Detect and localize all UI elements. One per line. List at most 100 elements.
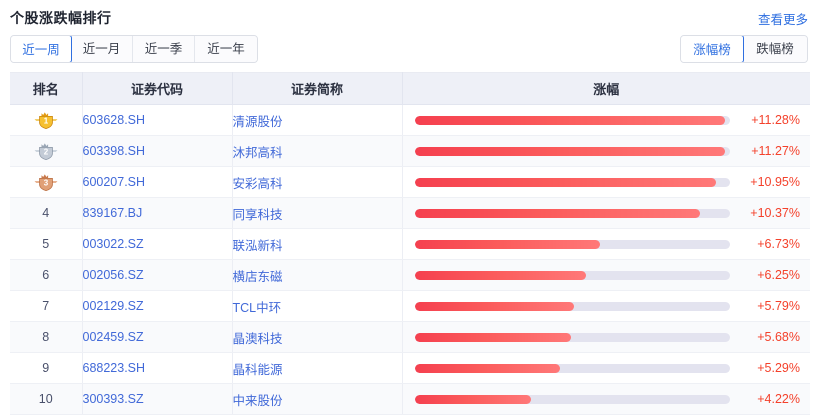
change-bar-track	[414, 332, 730, 342]
change-value: +6.73%	[757, 237, 800, 251]
control-bar: 近一周 近一月 近一季 近一年 涨幅榜 跌幅榜	[0, 32, 820, 66]
change-bar-track	[414, 239, 730, 249]
change-bar-track	[414, 394, 730, 404]
cell-security-name[interactable]: 中来股份	[232, 383, 403, 415]
change-bar-track	[414, 177, 730, 187]
change-bar-wrapper: +5.29%	[403, 353, 811, 383]
silver-medal-icon: 2	[33, 141, 59, 161]
gold-medal-icon: 1	[33, 110, 59, 130]
cell-rank: 2	[10, 135, 83, 167]
cell-security-code[interactable]: 600207.SH	[82, 166, 233, 198]
cell-security-code[interactable]: 003022.SZ	[82, 228, 233, 260]
change-value: +5.79%	[757, 299, 800, 313]
change-bar-fill	[414, 270, 587, 280]
rank-direction-tab-group[interactable]: 涨幅榜 跌幅榜	[680, 35, 808, 63]
bronze-medal-icon: 3	[33, 172, 59, 192]
period-tab-0[interactable]: 近一周	[11, 36, 72, 62]
cell-security-name[interactable]: 晶澳科技	[232, 321, 403, 353]
period-tab-group[interactable]: 近一周 近一月 近一季 近一年	[10, 35, 258, 63]
change-bar-wrapper: +10.37%	[403, 198, 811, 228]
change-bar-fill	[414, 177, 716, 187]
table-body: 1 603628.SH 清源股份 +11.28% 2 603398.SH 沐邦高科 +1…	[10, 104, 811, 415]
table-row[interactable]: 3 600207.SH 安彩高科 +10.95%	[10, 166, 811, 198]
change-value: +11.28%	[751, 113, 800, 127]
change-bar-wrapper: +4.22%	[403, 384, 811, 414]
change-value: +5.29%	[757, 361, 800, 375]
cell-rank: 7	[10, 290, 83, 322]
cell-security-code[interactable]: 603398.SH	[82, 135, 233, 167]
change-bar-fill	[414, 301, 574, 311]
period-tab-2[interactable]: 近一季	[133, 36, 195, 62]
change-value: +6.25%	[757, 268, 800, 282]
change-bar-fill	[414, 332, 571, 342]
cell-security-name[interactable]: 联泓新科	[232, 228, 403, 260]
cell-change: +11.28%	[402, 104, 810, 136]
change-bar-track	[414, 363, 730, 373]
cell-change: +10.95%	[402, 166, 811, 198]
table-row[interactable]: 1 603628.SH 清源股份 +11.28%	[10, 104, 810, 136]
svg-text:2: 2	[44, 148, 49, 157]
svg-text:1: 1	[44, 117, 49, 126]
period-tab-1[interactable]: 近一月	[71, 36, 133, 62]
cell-rank: 1	[10, 104, 83, 136]
cell-change: +5.29%	[402, 352, 811, 384]
table-row[interactable]: 9 688223.SH 晶科能源 +5.29%	[10, 352, 811, 384]
cell-change: +5.68%	[402, 321, 811, 353]
cell-security-name[interactable]: 同享科技	[232, 197, 403, 229]
table-header-row: 排名 证券代码 证券简称 涨幅	[10, 72, 810, 105]
cell-security-code[interactable]: 688223.SH	[82, 352, 233, 384]
table-row[interactable]: 4 839167.BJ 同享科技 +10.37%	[10, 197, 811, 229]
ranking-table: 排名 证券代码 证券简称 涨幅 1 603628.SH 清源股份 +11.28% 2…	[10, 72, 810, 415]
cell-change: +5.79%	[402, 290, 810, 322]
change-bar-wrapper: +11.27%	[403, 136, 811, 166]
cell-rank: 3	[10, 166, 83, 198]
cell-security-code[interactable]: 002129.SZ	[82, 290, 233, 322]
cell-security-name[interactable]: 安彩高科	[232, 166, 403, 198]
cell-security-name[interactable]: 晶科能源	[232, 352, 403, 384]
change-bar-wrapper: +6.73%	[403, 229, 811, 259]
cell-change: +6.73%	[402, 228, 811, 260]
cell-security-code[interactable]: 002056.SZ	[82, 259, 233, 291]
cell-security-code[interactable]: 839167.BJ	[82, 197, 233, 229]
change-bar-wrapper: +6.25%	[403, 260, 811, 290]
page-title: 个股涨跌幅排行	[10, 10, 112, 26]
change-value: +11.27%	[751, 144, 800, 158]
change-bar-track	[414, 301, 730, 311]
period-tab-3[interactable]: 近一年	[195, 36, 257, 62]
table-row[interactable]: 2 603398.SH 沐邦高科 +11.27%	[10, 135, 811, 167]
cell-security-code[interactable]: 300393.SZ	[82, 383, 233, 415]
table-row[interactable]: 8 002459.SZ 晶澳科技 +5.68%	[10, 321, 811, 353]
column-header-name: 证券简称	[232, 72, 403, 105]
cell-rank: 10	[10, 383, 83, 415]
change-bar-fill	[414, 394, 531, 404]
table-row[interactable]: 6 002056.SZ 横店东磁 +6.25%	[10, 259, 811, 291]
svg-text:3: 3	[44, 179, 49, 188]
change-value: +10.37%	[750, 206, 800, 220]
view-more-link[interactable]: 查看更多	[757, 12, 808, 27]
change-bar-track	[414, 270, 730, 280]
change-bar-track	[414, 115, 730, 125]
cell-rank: 8	[10, 321, 83, 353]
cell-rank: 6	[10, 259, 83, 291]
cell-change: +11.27%	[402, 135, 811, 167]
table-row[interactable]: 5 003022.SZ 联泓新科 +6.73%	[10, 228, 811, 260]
cell-security-name[interactable]: 沐邦高科	[232, 135, 403, 167]
change-bar-wrapper: +5.68%	[403, 322, 811, 352]
cell-security-name[interactable]: 清源股份	[232, 104, 403, 136]
change-bar-track	[414, 208, 730, 218]
cell-security-name[interactable]: 横店东磁	[232, 259, 403, 291]
cell-security-name[interactable]: TCL中环	[232, 290, 403, 322]
rank-tab-0[interactable]: 涨幅榜	[681, 36, 744, 62]
cell-security-code[interactable]: 603628.SH	[82, 104, 233, 136]
cell-security-code[interactable]: 002459.SZ	[82, 321, 233, 353]
panel-header: 个股涨跌幅排行 查看更多	[0, 0, 820, 30]
change-bar-fill	[414, 146, 725, 156]
table-row[interactable]: 10 300393.SZ 中来股份 +4.22%	[10, 383, 811, 415]
change-bar-wrapper: +10.95%	[403, 167, 811, 197]
change-bar-fill	[414, 208, 700, 218]
table-row[interactable]: 7 002129.SZ TCL中环 +5.79%	[10, 290, 810, 322]
rank-tab-1[interactable]: 跌幅榜	[743, 36, 807, 62]
cell-rank: 5	[10, 228, 83, 260]
column-header-code: 证券代码	[82, 72, 233, 105]
